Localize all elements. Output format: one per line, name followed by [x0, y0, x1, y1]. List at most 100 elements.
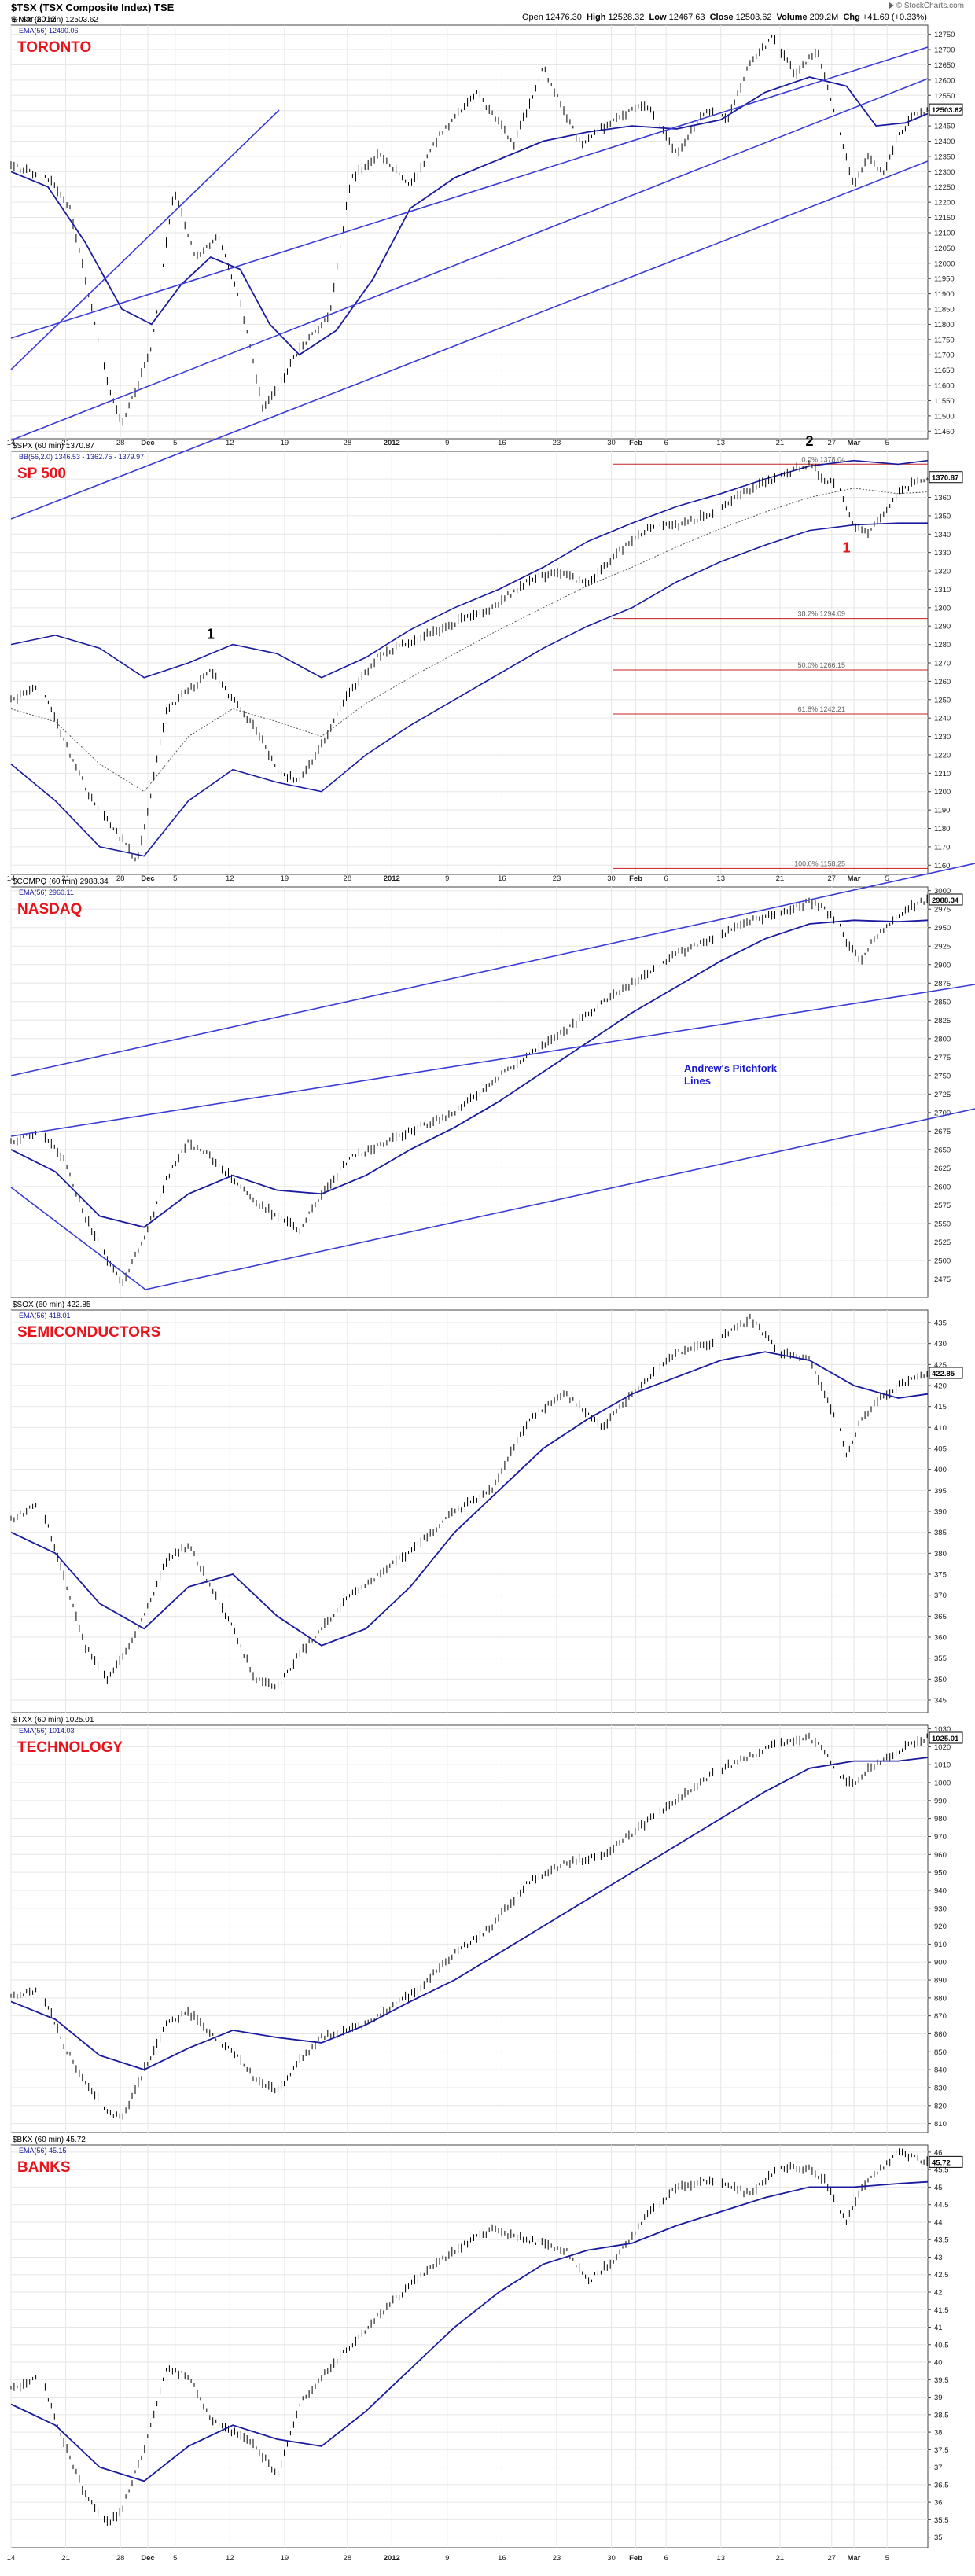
- y-tick-label: 2800: [934, 1035, 951, 1043]
- time-axis-label: 12: [226, 874, 234, 883]
- panel-frame: [10, 1724, 929, 2133]
- time-axis-label: 30: [607, 439, 616, 447]
- time-axis-label: 19: [281, 2554, 289, 2563]
- time-axis: 141414212121282828DecDecDec5551212121919…: [7, 439, 889, 2563]
- y-tick-label: 12600: [934, 76, 955, 85]
- fib-level-label: 0.0% 1378.04: [801, 455, 845, 463]
- y-tick-label: 2925: [934, 943, 951, 951]
- y-tick-label: 39: [934, 2394, 943, 2402]
- last-value-label: 2988.34: [932, 896, 959, 905]
- y-tick-label: 11950: [934, 275, 955, 284]
- y-tick-label: 920: [934, 1923, 947, 1931]
- moving-average-line: [10, 1351, 929, 1647]
- time-axis-label: 5: [885, 874, 889, 883]
- y-tick-label: 2550: [934, 1220, 951, 1228]
- y-tick-label: 1260: [934, 678, 951, 686]
- y-tick-label: 12750: [934, 31, 955, 39]
- panel-banks: 35 35.5 36 36.5 37 37.5 38 38.5 39 39.5 40 40.5 41 41…: [10, 2136, 963, 2548]
- moving-average-line: [10, 2180, 929, 2482]
- panel-title: SEMICONDUCTORS: [17, 1324, 160, 1341]
- y-tick-label: 880: [934, 1994, 947, 2003]
- time-axis-label: 21: [61, 874, 70, 883]
- y-tick-label: 11850: [934, 306, 955, 315]
- time-axis-label: Mar: [848, 439, 861, 447]
- annotation-text: Lines: [684, 1075, 711, 1087]
- open-value: 12476.30: [545, 13, 582, 22]
- close-value: 12503.62: [735, 13, 772, 22]
- chg-label: Chg: [843, 13, 860, 22]
- time-axis-label: 28: [116, 2554, 125, 2563]
- y-tick-label: 345: [934, 1697, 947, 1706]
- y-tick-label: 1230: [934, 733, 951, 742]
- trendline-toronto: [10, 109, 280, 370]
- fib-level-label: 50.0% 1266.15: [797, 661, 845, 669]
- last-value-badge: [929, 2155, 963, 2168]
- time-axis-label: 16: [498, 2554, 506, 2563]
- y-tick-label: 12650: [934, 61, 955, 70]
- chart-symbol-title: $TSX (TSX Composite Index) TSE: [11, 2, 175, 13]
- y-tick-label: 370: [934, 1592, 947, 1600]
- y-tick-label: 40.5: [934, 2341, 949, 2350]
- chart-date: 9-Mar-2012: [11, 15, 56, 24]
- y-tick-label: 1240: [934, 715, 951, 723]
- y-tick-label: 2650: [934, 1146, 951, 1154]
- y-tick-label: 12050: [934, 245, 955, 253]
- time-axis-label: 5: [885, 439, 889, 447]
- y-tick-label: 2750: [934, 1072, 951, 1080]
- y-tick-label: 11800: [934, 321, 955, 329]
- panel-title: TORONTO: [17, 39, 91, 56]
- y-tick-label: 12250: [934, 183, 955, 192]
- wave-count-label: 1: [207, 627, 215, 642]
- y-tick-label: 980: [934, 1815, 947, 1823]
- y-tick-label: 1270: [934, 660, 951, 668]
- trendline-pitchfork: [10, 984, 975, 1137]
- panel-symbol-line: $COMPQ (60 min) 2988.34: [13, 878, 109, 886]
- y-tick-label: 12350: [934, 153, 955, 161]
- time-axis-label: 14: [7, 2554, 16, 2563]
- time-axis-label: 14: [7, 874, 16, 883]
- y-tick-label: 400: [934, 1466, 947, 1474]
- panel-nasdaq: 2475 2500 2525 2550 2575 2600 2625 2650 2675 2700…: [10, 878, 963, 1298]
- y-tick-label: 405: [934, 1445, 947, 1454]
- time-axis-label: 6: [664, 439, 668, 447]
- y-tick-label: 2625: [934, 1165, 951, 1173]
- y-tick-label: 2975: [934, 906, 951, 914]
- time-axis-label: 23: [553, 874, 561, 883]
- time-axis-label: 9: [445, 2554, 449, 2563]
- panel-frame: [10, 2144, 929, 2548]
- y-tick-label: 1310: [934, 586, 951, 594]
- trendline-pitchfork: [10, 1187, 146, 1290]
- y-tick-label: 2675: [934, 1128, 951, 1136]
- time-axis-label: 5: [173, 2554, 177, 2563]
- time-axis-label: 6: [664, 2554, 668, 2563]
- y-tick-label: 39.5: [934, 2376, 949, 2385]
- low-label: Low: [649, 13, 667, 22]
- panel-title: BANKS: [17, 2159, 71, 2176]
- panel-symbol-line: $SOX (60 min) 422.85: [13, 1301, 91, 1309]
- time-axis-label: 13: [716, 439, 725, 447]
- y-tick-label: 355: [934, 1654, 947, 1663]
- time-axis-label: 21: [61, 439, 70, 447]
- time-axis-label: 12: [226, 2554, 234, 2563]
- y-tick-label: 42: [934, 2288, 943, 2297]
- time-axis-label: 27: [827, 874, 836, 883]
- fib-level-label: 38.2% 1294.09: [797, 610, 845, 618]
- y-tick-label: 12300: [934, 168, 955, 177]
- last-value-badge: [929, 1731, 963, 1744]
- close-label: Close: [709, 13, 734, 22]
- time-axis-label: 16: [498, 439, 506, 447]
- y-tick-label: 12400: [934, 138, 955, 146]
- y-tick-label: 1030: [934, 1725, 951, 1734]
- trendline-toronto: [10, 78, 929, 441]
- y-tick-label: 11700: [934, 351, 955, 360]
- panel-legend-entry: EMA(56) 2960.11: [19, 889, 74, 896]
- y-tick-label: 870: [934, 2012, 947, 2021]
- y-tick-label: 990: [934, 1797, 947, 1805]
- last-value-badge: [929, 103, 963, 116]
- panel-symbol-line: $SPX (60 min) 1370.87: [13, 442, 94, 451]
- time-axis-label: Dec: [141, 2554, 154, 2563]
- time-axis-label: Mar: [848, 2554, 861, 2563]
- time-axis-label: 16: [498, 874, 506, 883]
- panel-title: SP 500: [17, 466, 66, 482]
